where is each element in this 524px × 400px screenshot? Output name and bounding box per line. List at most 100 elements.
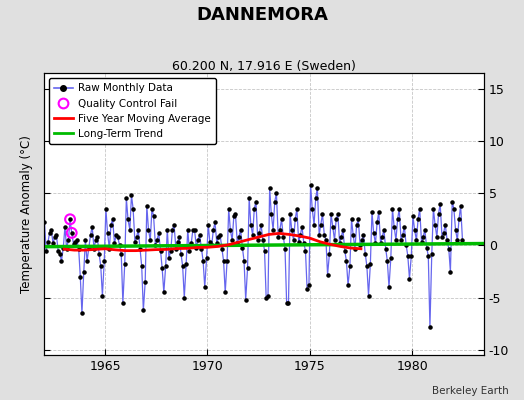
Point <box>422 244 431 251</box>
Point <box>424 253 432 259</box>
Point <box>361 250 369 257</box>
Point <box>100 258 108 264</box>
Point <box>337 234 345 240</box>
Point <box>69 241 78 248</box>
Point <box>455 216 463 222</box>
Point <box>59 244 68 251</box>
Point <box>448 198 456 205</box>
Point <box>431 221 439 228</box>
Point <box>421 226 429 233</box>
Point <box>252 198 260 205</box>
Point <box>301 248 310 254</box>
Point <box>194 237 202 243</box>
Point <box>257 221 265 228</box>
Point <box>148 206 156 212</box>
Point <box>298 224 306 230</box>
Point <box>450 206 458 212</box>
Point <box>248 232 257 238</box>
Point <box>285 300 293 306</box>
Point <box>141 279 149 285</box>
Point <box>363 263 371 270</box>
Point <box>102 206 110 212</box>
Point <box>255 230 264 236</box>
Point <box>202 255 211 261</box>
Point <box>42 248 50 254</box>
Point <box>310 221 318 228</box>
Point <box>85 244 93 251</box>
Point <box>451 226 460 233</box>
Point <box>270 198 279 205</box>
Point <box>209 226 217 233</box>
Point <box>66 216 74 222</box>
Point <box>392 237 400 243</box>
Point <box>419 234 428 240</box>
Point <box>115 242 124 249</box>
Point <box>46 230 54 236</box>
Point <box>259 237 267 243</box>
Point <box>131 239 139 246</box>
Point <box>243 265 252 272</box>
Point <box>201 284 209 290</box>
Point <box>286 211 294 217</box>
Point <box>47 226 56 233</box>
Point <box>272 190 280 196</box>
Point <box>357 237 366 243</box>
Point <box>121 261 129 268</box>
Point <box>54 248 62 254</box>
Point <box>402 242 410 249</box>
Point <box>220 258 228 264</box>
Point <box>187 240 195 246</box>
Point <box>68 230 76 236</box>
Point <box>325 250 334 257</box>
Point <box>332 216 341 222</box>
Point <box>177 250 185 257</box>
Point <box>143 202 151 209</box>
Point <box>387 255 395 261</box>
Point <box>50 234 59 240</box>
Point <box>282 300 291 306</box>
Point <box>339 226 347 233</box>
Point <box>153 237 161 243</box>
Point <box>233 240 242 246</box>
Point <box>108 216 117 222</box>
Point <box>313 185 322 191</box>
Legend: Raw Monthly Data, Quality Control Fail, Five Year Moving Average, Long-Term Tren: Raw Monthly Data, Quality Control Fail, … <box>49 78 216 144</box>
Point <box>226 226 235 233</box>
Point <box>208 242 216 249</box>
Point <box>315 232 323 238</box>
Point <box>453 237 462 243</box>
Point <box>250 206 258 212</box>
Point <box>158 265 167 272</box>
Point <box>76 274 84 280</box>
Point <box>149 213 158 219</box>
Point <box>322 237 330 243</box>
Point <box>446 268 455 275</box>
Point <box>409 213 417 219</box>
Point <box>276 226 284 233</box>
Point <box>407 253 416 259</box>
Point <box>49 240 57 246</box>
Point <box>180 294 189 301</box>
Point <box>231 211 239 217</box>
Point <box>403 253 412 259</box>
Point <box>294 239 303 246</box>
Point <box>44 239 52 246</box>
Point <box>204 221 212 228</box>
Point <box>198 245 206 252</box>
Point <box>456 202 465 209</box>
Point <box>80 268 88 275</box>
Point <box>192 244 201 251</box>
Point <box>122 195 130 202</box>
Text: DANNEMORA: DANNEMORA <box>196 6 328 24</box>
Point <box>103 230 112 236</box>
Point <box>395 206 403 212</box>
Point <box>375 209 383 215</box>
Point <box>56 250 64 257</box>
Point <box>62 245 71 252</box>
Point <box>78 310 86 316</box>
Point <box>107 221 115 228</box>
Point <box>349 232 357 238</box>
Point <box>354 216 363 222</box>
Point <box>81 237 90 243</box>
Point <box>274 234 282 240</box>
